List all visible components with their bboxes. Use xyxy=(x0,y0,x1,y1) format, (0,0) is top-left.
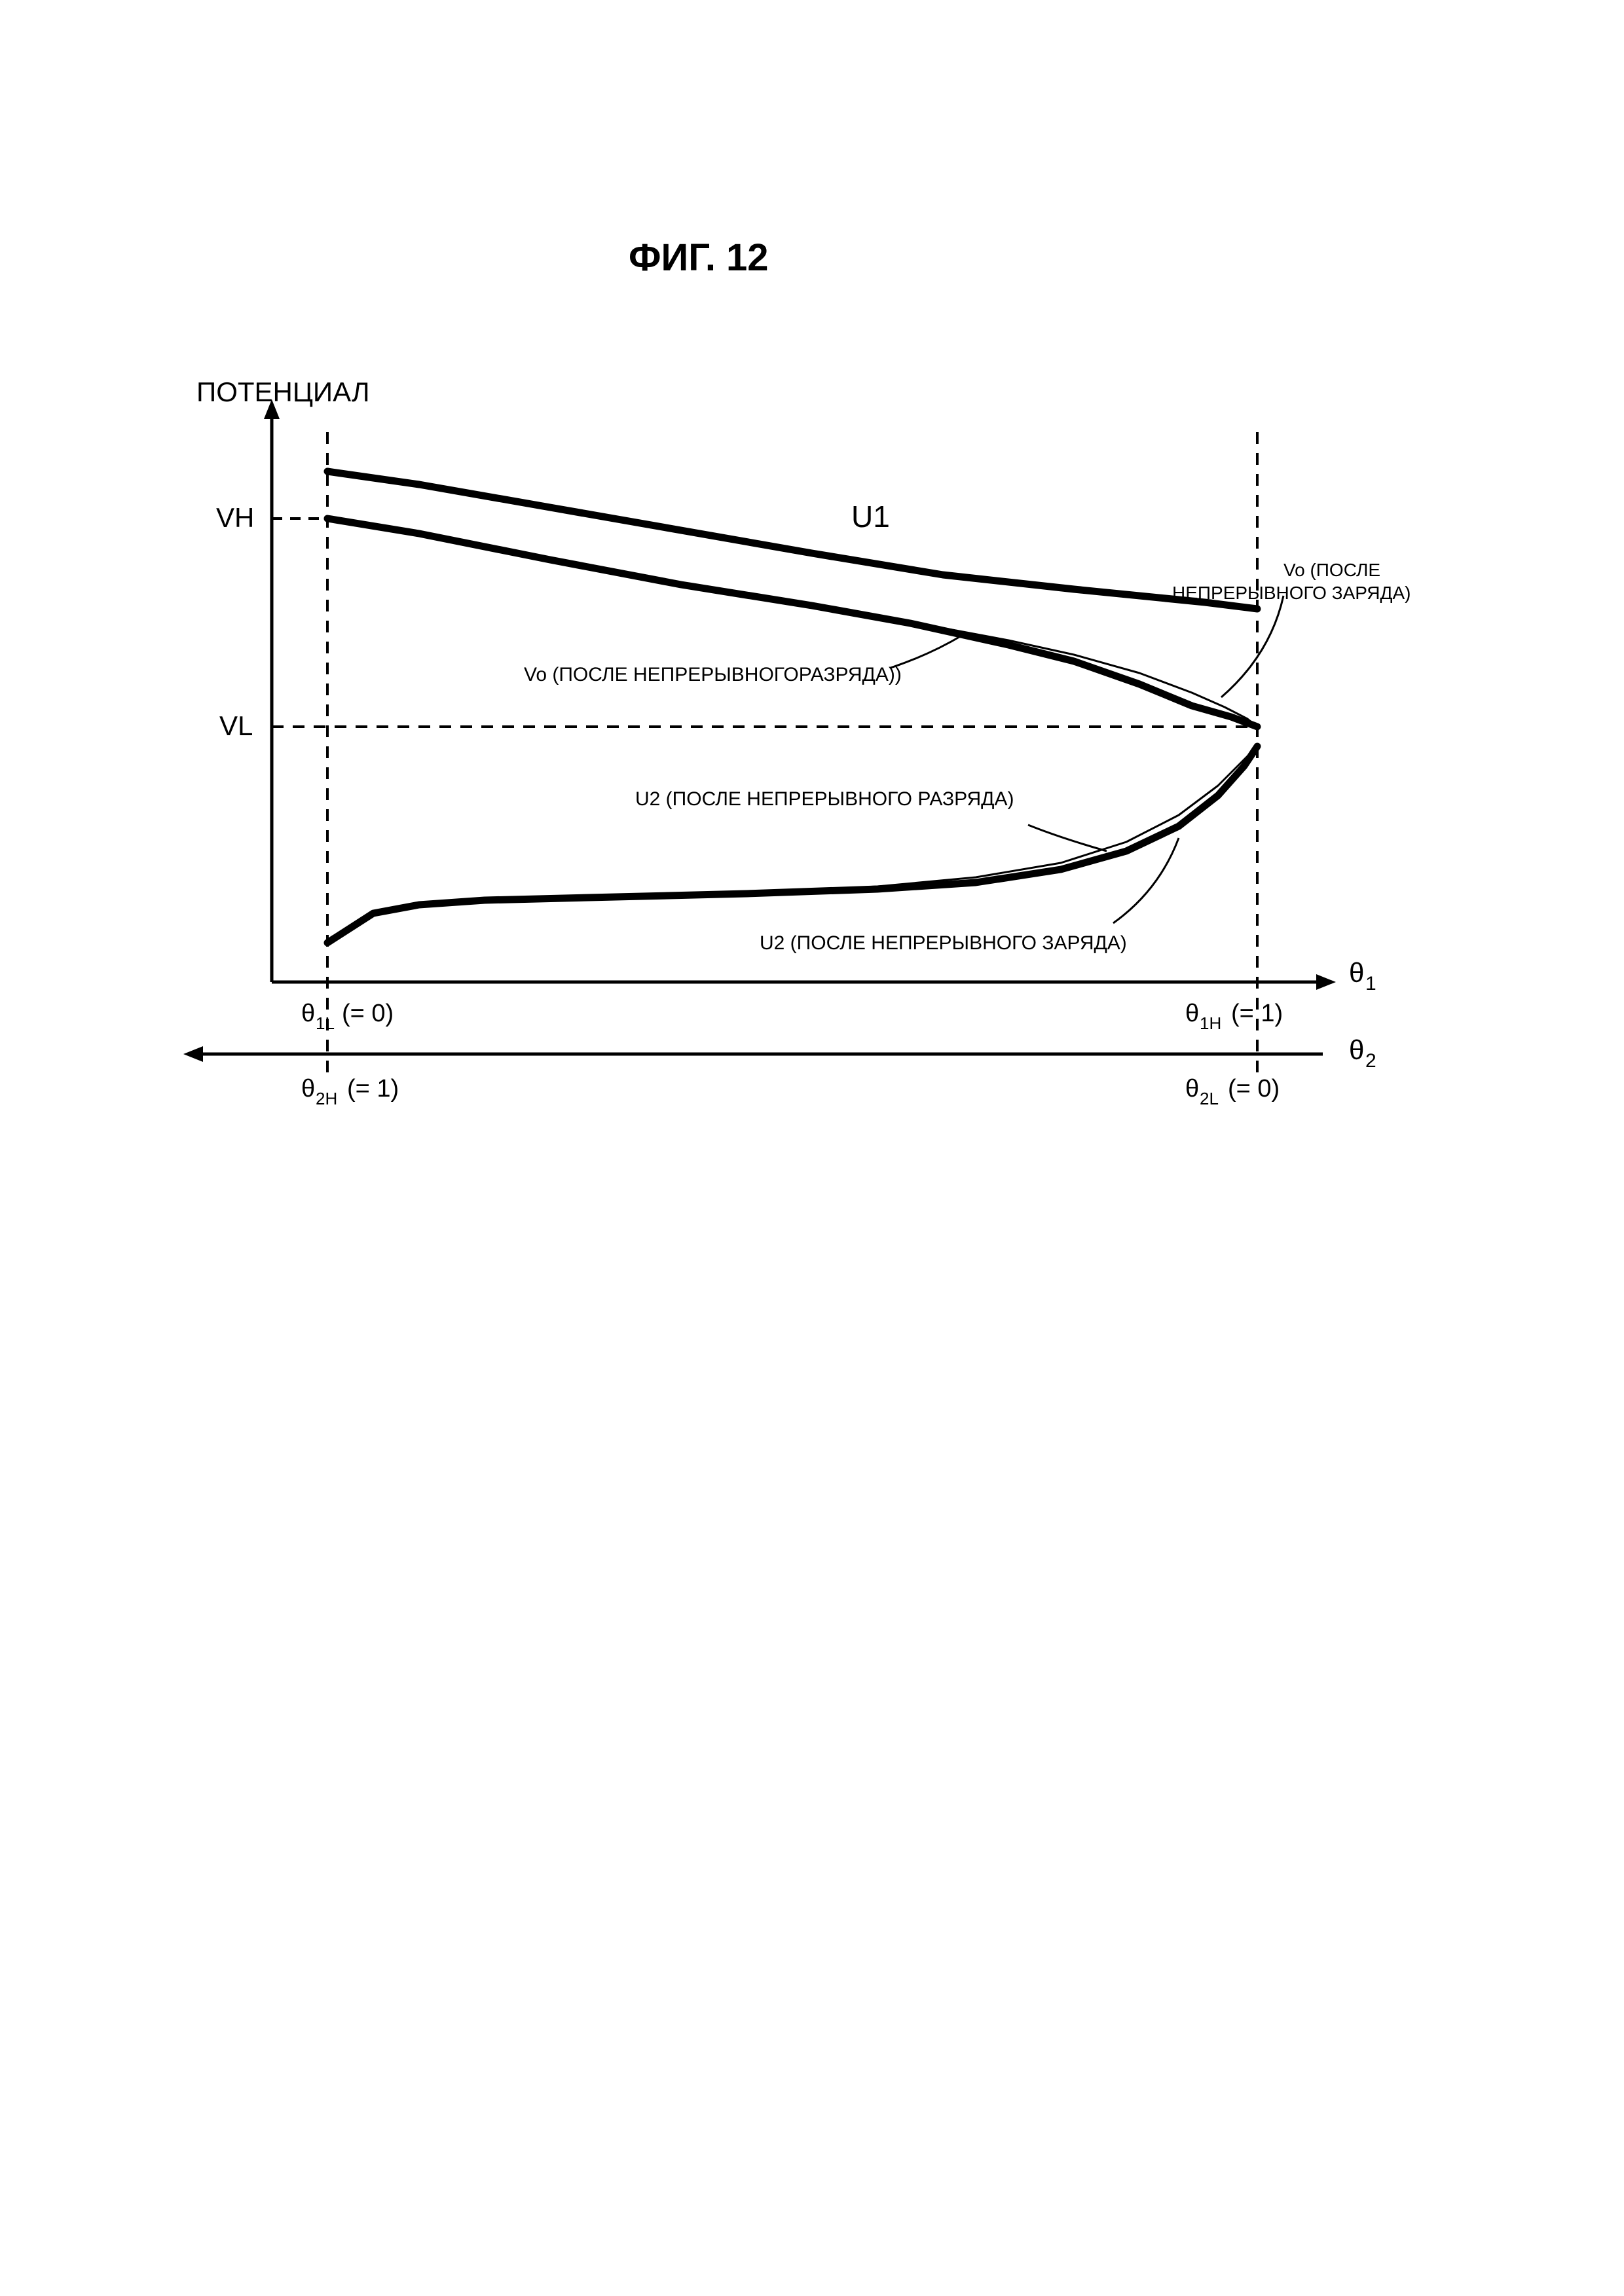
leader-u2-discharge xyxy=(1028,825,1107,851)
label-theta1H-t: θ xyxy=(1185,1000,1199,1027)
label-vh: VH xyxy=(216,502,254,533)
label-u2-discharge: U2 (ПОСЛЕ НЕПРЕРЫВНОГО РАЗРЯДА) xyxy=(635,788,1014,810)
label-theta1H-s: 1H xyxy=(1200,1013,1221,1033)
label-theta2-sub: 2 xyxy=(1365,1050,1376,1072)
chart-svg: VH VL U1 Vo (ПОСЛЕ НЕПРЕРЫВНОГО ЗАРЯДА) … xyxy=(157,393,1467,1178)
label-theta1L-t: θ xyxy=(301,1000,315,1027)
label-vo-charge-line1: Vo (ПОСЛЕ xyxy=(1283,560,1380,580)
x1-axis-arrow xyxy=(1316,974,1336,990)
label-theta1: θ xyxy=(1349,957,1364,988)
label-theta1L-s: 1L xyxy=(316,1013,335,1033)
label-theta2H-s: 2H xyxy=(316,1089,337,1108)
curve-u2-discharge xyxy=(327,746,1257,943)
label-theta2L-eq: (= 0) xyxy=(1228,1075,1280,1102)
label-theta2L-s: 2L xyxy=(1200,1089,1219,1108)
label-theta1-sub: 1 xyxy=(1365,973,1376,994)
figure-title: ФИГ. 12 xyxy=(629,236,769,280)
label-theta2L-t: θ xyxy=(1185,1075,1199,1102)
label-vo-charge-line2: НЕПРЕРЫВНОГО ЗАРЯДА) xyxy=(1172,583,1411,603)
label-vl: VL xyxy=(219,710,253,741)
label-theta2H-eq: (= 1) xyxy=(347,1075,399,1102)
y-axis-arrow xyxy=(264,399,280,419)
label-u2-charge: U2 (ПОСЛЕ НЕПРЕРЫВНОГО ЗАРЯДА) xyxy=(760,932,1127,954)
x2-axis-arrow xyxy=(183,1046,203,1062)
label-theta1L-eq: (= 0) xyxy=(342,1000,394,1027)
label-u1: U1 xyxy=(851,500,890,534)
label-theta2H-t: θ xyxy=(301,1075,315,1102)
label-theta2: θ xyxy=(1349,1034,1364,1065)
label-theta1H-eq: (= 1) xyxy=(1231,1000,1283,1027)
leader-vo-discharge xyxy=(891,635,963,668)
label-vo-discharge: Vo (ПОСЛЕ НЕПРЕРЫВНОГОРАЗРЯДА)) xyxy=(524,664,902,685)
